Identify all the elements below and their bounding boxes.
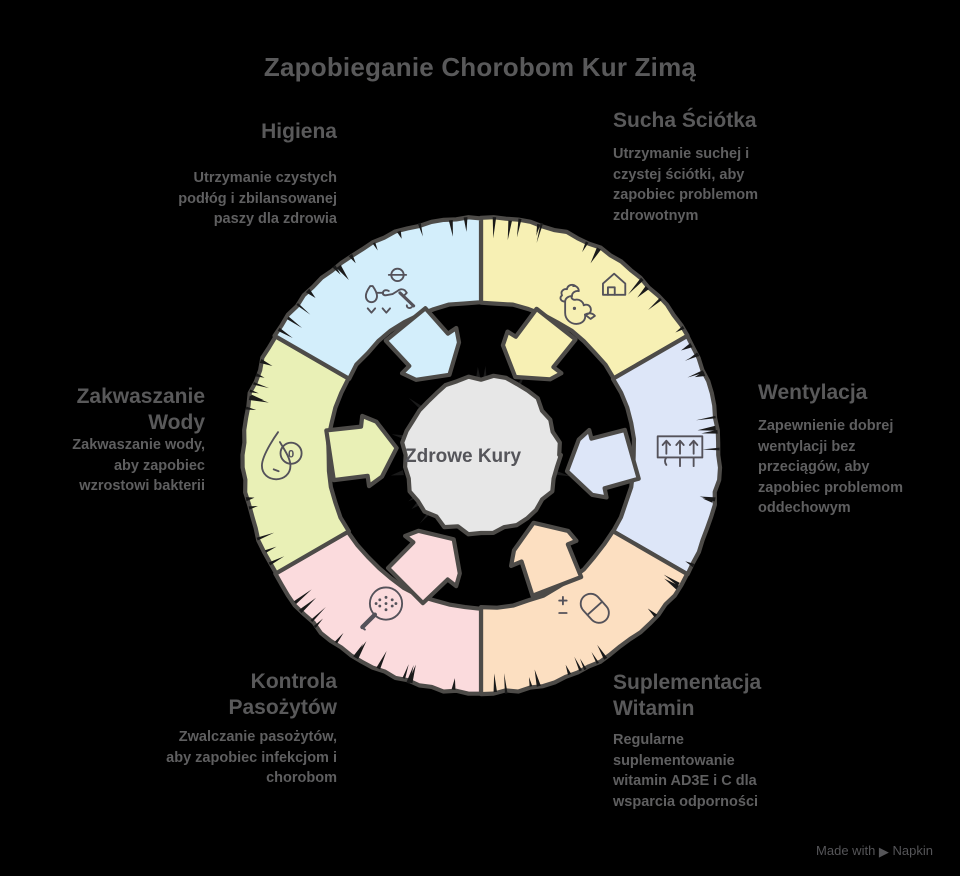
svg-text:0: 0 <box>288 449 294 461</box>
